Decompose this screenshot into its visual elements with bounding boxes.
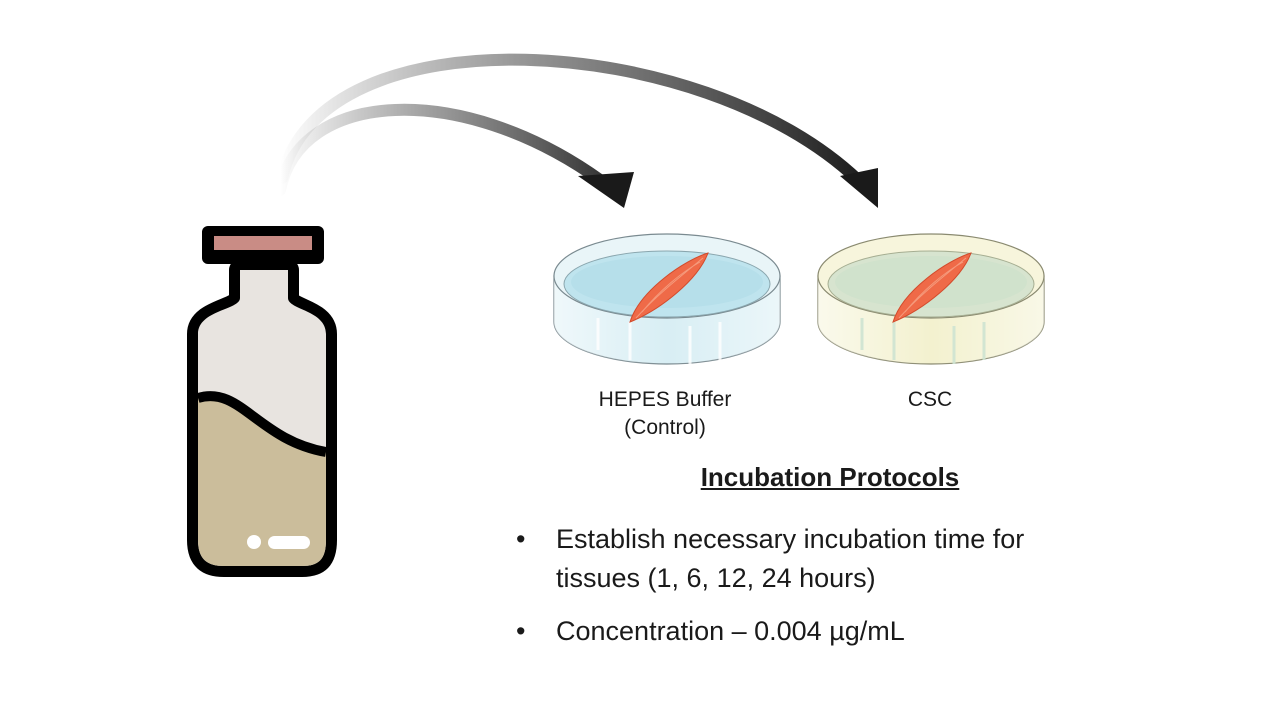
- petri-dish-hepes: [553, 233, 781, 365]
- protocol-bullet-incubation-time: • Establish necessary incubation time fo…: [516, 520, 1116, 598]
- protocol-heading: Incubation Protocols: [700, 462, 960, 492]
- sample-vial: [187, 226, 337, 577]
- muscle-tissue-csc: [892, 252, 972, 323]
- muscle-tissue-hepes: [629, 252, 709, 323]
- petri-dish-csc: [817, 233, 1045, 365]
- vial-liquid: [198, 396, 326, 566]
- bullet-text-line: Establish necessary incubation time for: [556, 524, 1025, 554]
- hepes-label-line2: (Control): [624, 416, 706, 439]
- protocol-bullet-concentration: • Concentration – 0.004 µg/mL: [516, 612, 1116, 651]
- bullet-text-line: tissues (1, 6, 12, 24 hours): [556, 563, 876, 593]
- hepes-label-line1: HEPES Buffer: [598, 388, 732, 411]
- csc-label-line1: CSC: [907, 388, 953, 411]
- bullet-text-line: Concentration – 0.004 µg/mL: [556, 616, 905, 646]
- protocol-bullet-list: • Establish necessary incubation time fo…: [516, 520, 1116, 665]
- bullet-symbol: •: [516, 616, 526, 646]
- csc-dish-label: CSC: [880, 386, 980, 414]
- bullet-symbol: •: [516, 524, 526, 554]
- arrow-to-hepes: [274, 103, 634, 208]
- hepes-dish-label: HEPES Buffer (Control): [575, 386, 755, 442]
- arrow-to-csc: [276, 53, 878, 208]
- vial-cap-band: [214, 236, 312, 250]
